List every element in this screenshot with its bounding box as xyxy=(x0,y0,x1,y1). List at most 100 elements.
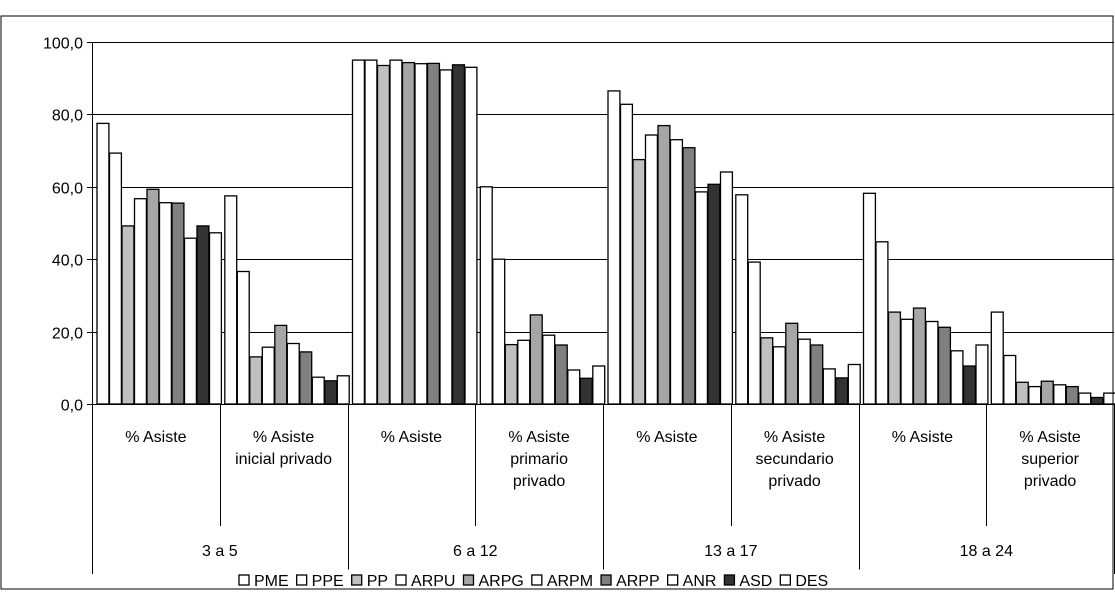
legend-swatch xyxy=(600,574,612,586)
bar-pme xyxy=(479,186,493,405)
legend-label: PME xyxy=(254,573,289,590)
category-label: % Asiste xyxy=(636,429,697,446)
bar-arpp xyxy=(554,344,568,405)
group-label: 6 a 12 xyxy=(453,543,498,560)
bar-pme xyxy=(351,59,366,405)
bar-anr xyxy=(183,237,198,405)
bar-pp xyxy=(887,311,902,405)
bar-arpu xyxy=(900,318,914,405)
group-label: 3 a 5 xyxy=(202,543,238,560)
chart-border xyxy=(0,15,1114,590)
bar-arpg xyxy=(785,322,799,405)
bar-ppe xyxy=(747,261,761,405)
category-label: % Asiste xyxy=(125,429,186,446)
bar-pp xyxy=(1015,381,1029,405)
bar-arpg xyxy=(912,307,927,405)
bar-ppe xyxy=(619,103,634,405)
bar-ppe xyxy=(1003,354,1017,405)
bar-arpu xyxy=(772,346,786,405)
legend-item-arpg: ARPG xyxy=(462,573,524,590)
axes xyxy=(87,42,1115,574)
category-label: % Asiste xyxy=(381,429,442,446)
bar-arpm xyxy=(286,342,300,405)
bar-asd xyxy=(324,380,338,405)
bar-arpg xyxy=(529,314,543,405)
bar-pme xyxy=(862,192,877,405)
bar-pp xyxy=(632,158,646,405)
bar-arpu xyxy=(133,198,148,405)
bar-arpu xyxy=(644,134,659,405)
bar-des xyxy=(464,66,478,405)
y-tick-label: 40,0 xyxy=(52,253,83,270)
bar-pp xyxy=(760,337,774,405)
legend-item-pp: PP xyxy=(351,573,388,590)
bar-arpu xyxy=(1028,385,1042,405)
bar-arpm xyxy=(158,202,173,405)
bars xyxy=(96,59,1115,405)
bar-anr xyxy=(950,350,964,405)
legend-item-ppe: PPE xyxy=(296,573,344,590)
bar-anr xyxy=(311,376,325,405)
bar-arpp xyxy=(299,351,313,405)
bar-pp xyxy=(376,64,391,405)
y-tick-label: 60,0 xyxy=(52,181,83,198)
legend-swatch xyxy=(779,574,791,586)
bar-ppe xyxy=(492,258,506,405)
bar-pme xyxy=(224,195,238,405)
legend-label: ANR xyxy=(683,573,717,590)
bar-arpm xyxy=(1053,384,1067,405)
bar-asd xyxy=(707,183,721,405)
legend-label: ASD xyxy=(739,573,772,590)
bar-anr xyxy=(694,191,709,405)
legend-item-anr: ANR xyxy=(666,573,717,590)
bar-ppe xyxy=(108,152,123,405)
bar-arpg xyxy=(657,124,671,405)
bar-des xyxy=(208,232,223,405)
legend-box xyxy=(232,569,962,592)
category-label: % Asiste secundario privado xyxy=(755,429,833,490)
bar-arpm xyxy=(542,334,556,405)
legend-label: DES xyxy=(795,573,828,590)
y-tick-label: 100,0 xyxy=(43,36,83,53)
bar-anr xyxy=(822,368,836,405)
group-label: 13 a 17 xyxy=(704,543,757,560)
legend-swatch xyxy=(238,574,250,586)
legend-label: ARPM xyxy=(547,573,593,590)
bar-pp xyxy=(504,343,518,405)
y-tick-label: 20,0 xyxy=(52,326,83,343)
legend-item-asd: ASD xyxy=(723,573,772,590)
bar-des xyxy=(592,365,606,405)
bar-arpu xyxy=(389,59,403,405)
bar-pp xyxy=(249,356,263,405)
bar-arpg xyxy=(1040,380,1054,405)
category-label: % Asiste superior privado xyxy=(1019,429,1080,490)
bar-asd xyxy=(1090,396,1104,405)
legend-swatch xyxy=(351,574,363,586)
bar-arpp xyxy=(171,202,185,405)
legend-item-arpu: ARPU xyxy=(395,573,455,590)
legend-item-arpp: ARPP xyxy=(600,573,660,590)
category-label: % Asiste inicial privado xyxy=(235,429,332,468)
legend-label: PP xyxy=(367,573,388,590)
bar-arpm xyxy=(925,320,939,405)
bar-arpm xyxy=(669,139,684,405)
bar-des xyxy=(847,363,861,405)
legend-swatch xyxy=(666,574,679,586)
bar-ppe xyxy=(875,241,889,405)
bar-asd xyxy=(579,377,593,405)
legend-label: PPE xyxy=(312,573,344,590)
legend-item-pme: PME xyxy=(238,573,289,590)
y-tick-label: 0,0 xyxy=(61,398,83,415)
legend-item-arpm: ARPM xyxy=(531,573,593,590)
bar-anr xyxy=(1078,392,1092,405)
bar-des xyxy=(719,171,734,405)
bar-des xyxy=(336,375,350,405)
bar-asd xyxy=(835,377,849,405)
bar-ppe xyxy=(236,270,250,405)
bar-arpg xyxy=(401,61,416,405)
bar-anr xyxy=(567,369,581,405)
bar-pme xyxy=(735,194,749,405)
legend-swatch xyxy=(723,574,736,586)
bar-arpm xyxy=(414,63,428,405)
